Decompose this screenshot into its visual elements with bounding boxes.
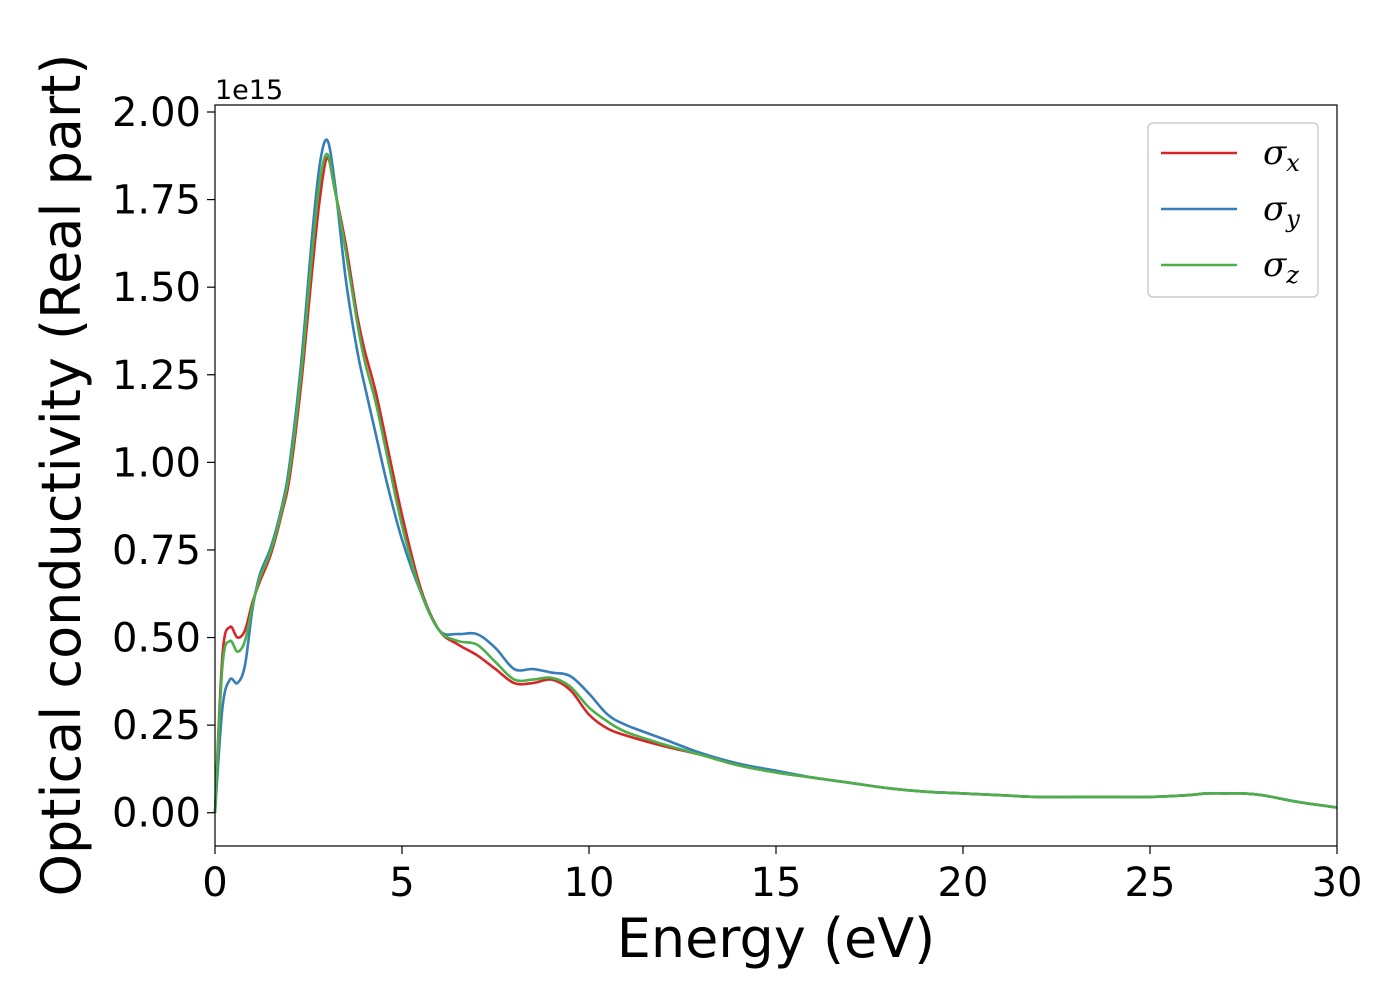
y-tick-label: 1.50 xyxy=(112,265,201,311)
x-tick-label: 0 xyxy=(202,860,227,906)
y-tick-label: 0.00 xyxy=(112,791,201,837)
x-tick-label: 5 xyxy=(389,860,414,906)
x-axis: 0 5 10 15 20 25 30 xyxy=(202,846,1362,906)
y-tick-label: 1.00 xyxy=(112,440,201,486)
x-tick-label: 10 xyxy=(564,860,615,906)
y-tick-label: 0.50 xyxy=(112,616,201,662)
y-axis-label: Optical conductivity (Real part) xyxy=(30,54,93,897)
y-tick-label: 1.75 xyxy=(112,178,201,224)
y-offset-label: 1e15 xyxy=(215,75,283,106)
series-line-z xyxy=(213,152,1338,813)
y-tick-label: 0.25 xyxy=(112,703,201,749)
y-tick-label: 0.75 xyxy=(112,528,201,574)
x-axis-label: Energy (eV) xyxy=(617,907,936,970)
x-tick-label: 15 xyxy=(751,860,802,906)
y-tick-label: 1.25 xyxy=(112,353,201,399)
y-axis: 0.00 0.25 0.50 0.75 1.00 1.25 1.50 1.75 2.00 xyxy=(112,90,215,837)
y-tick-label: 2.00 xyxy=(112,90,201,136)
legend-label-y: σy xyxy=(1263,189,1300,233)
series-layer xyxy=(213,138,1338,813)
x-tick-label: 30 xyxy=(1312,860,1363,906)
x-tick-label: 25 xyxy=(1125,860,1176,906)
x-tick-label: 20 xyxy=(938,860,989,906)
